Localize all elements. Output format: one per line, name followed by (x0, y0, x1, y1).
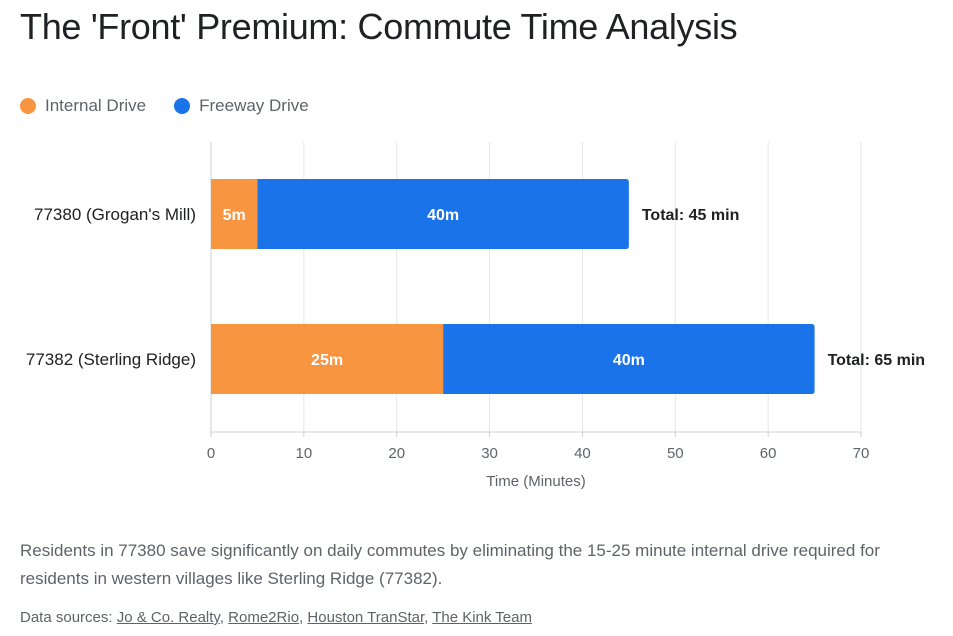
bar-segment-internal-drive (211, 179, 258, 249)
category-label: 77382 (Sterling Ridge) (26, 350, 196, 369)
commute-bar-chart: 0 10 20 30 40 50 60 70 Time (Minutes) 77380 (Grog… (26, 142, 926, 490)
chart-description: Residents in 77380 save significantly on… (20, 541, 880, 588)
bar-total-label: Total: 65 min (828, 352, 926, 369)
bar-data-label: 5m (223, 207, 246, 224)
x-tick-label: 40 (574, 445, 591, 462)
source-link-rome2rio[interactable]: Rome2Rio (228, 609, 300, 626)
chart-legend: Internal Drive Freeway Drive (20, 94, 309, 118)
bar-segment-internal-drive (211, 324, 444, 394)
data-sources-prefix: Data sources: (20, 609, 113, 626)
legend-label-freeway-drive: Freeway Drive (199, 96, 309, 115)
x-axis-title: Time (Minutes) (486, 473, 585, 490)
bar-segment-freeway-drive (257, 179, 629, 249)
source-link-houston-transtar[interactable]: Houston TranStar (307, 609, 425, 626)
bar-segment-freeway-drive (443, 324, 815, 394)
legend-item-freeway-drive: Freeway Drive (174, 96, 309, 116)
x-tick-label: 10 (296, 445, 313, 462)
bar-total-label: Total: 45 min (642, 207, 740, 224)
category-label: 77380 (Grogan's Mill) (34, 205, 196, 224)
bar-data-label: 40m (613, 352, 645, 369)
legend-swatch-freeway-drive (174, 98, 191, 114)
x-tick-label: 50 (667, 445, 684, 462)
x-tick-label: 0 (207, 445, 215, 462)
source-link-the-kink-team[interactable]: The Kink Team (432, 609, 532, 626)
legend-swatch-internal-drive (20, 98, 36, 114)
bar-data-label: 40m (427, 207, 459, 224)
x-tick-label: 20 (388, 445, 405, 462)
data-sources: Data sources: Jo & Co. Realty, Rome2Rio,… (20, 609, 532, 626)
source-link-jo-co-realty[interactable]: Jo & Co. Realty (116, 609, 220, 626)
x-tick-label: 30 (481, 445, 498, 462)
bar-data-label: 25m (311, 352, 343, 369)
x-tick-label: 60 (760, 445, 777, 462)
chart-title: The 'Front' Premium: Commute Time Analys… (20, 6, 738, 47)
legend-label-internal-drive: Internal Drive (45, 96, 147, 115)
legend-item-internal-drive: Internal Drive (20, 96, 146, 116)
x-tick-label: 70 (853, 445, 870, 462)
